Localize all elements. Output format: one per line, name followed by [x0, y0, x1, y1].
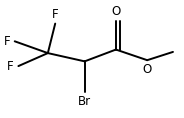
Text: Br: Br — [78, 95, 91, 108]
Text: O: O — [111, 5, 121, 18]
Text: F: F — [7, 60, 14, 73]
Text: F: F — [52, 8, 59, 21]
Text: F: F — [3, 35, 10, 48]
Text: O: O — [143, 63, 152, 76]
